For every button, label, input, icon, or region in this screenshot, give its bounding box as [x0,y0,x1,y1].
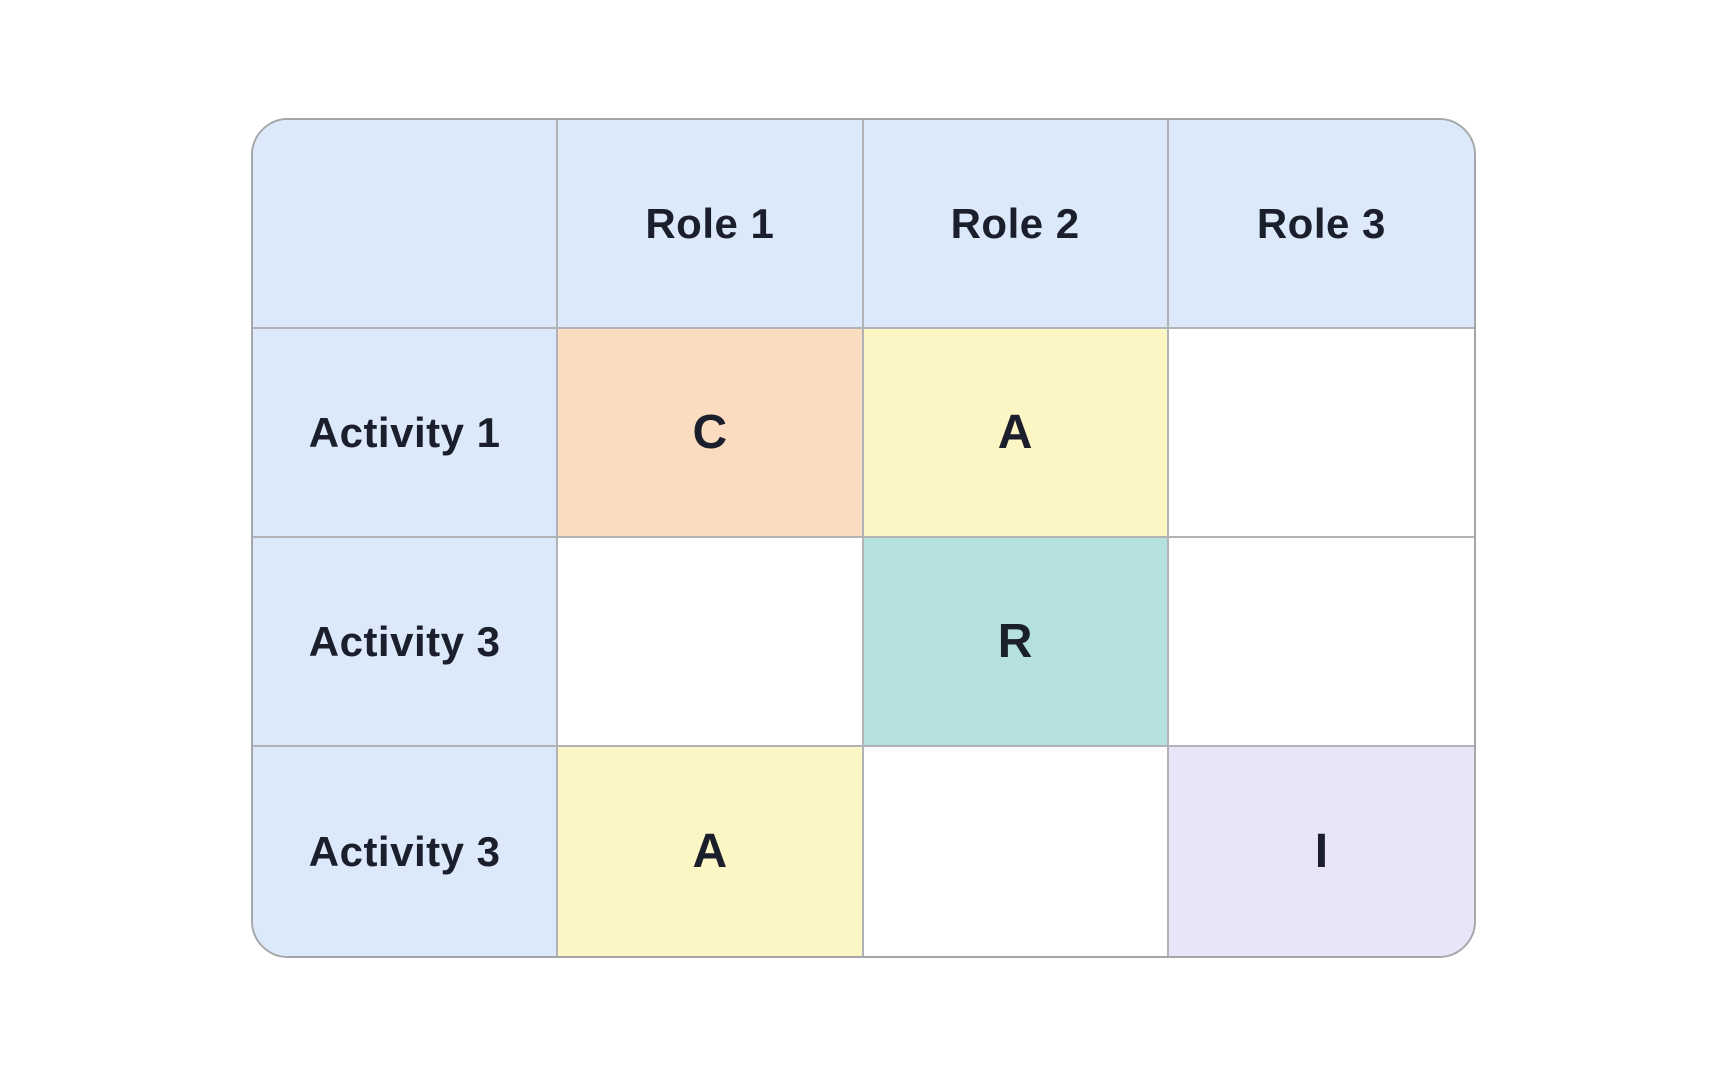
matrix-cell-r3c3: I [1168,747,1474,956]
matrix-cell-r3c2 [863,747,1169,956]
column-header-role-3: Role 3 [1168,120,1474,329]
matrix-cell-r2c2: R [863,538,1169,747]
matrix-cell-r1c2: A [863,329,1169,538]
column-header-role-2: Role 2 [863,120,1169,329]
matrix-cell-r3c1: A [558,747,864,956]
corner-cell [253,120,559,329]
row-label-activity-3a: Activity 3 [253,538,559,747]
row-label-activity-3b: Activity 3 [253,747,559,956]
matrix-cell-r1c1: C [558,329,864,538]
matrix-cell-r2c1 [558,538,864,747]
row-label-activity-1: Activity 1 [253,329,559,538]
raci-matrix-table: Role 1 Role 2 Role 3 Activity 1 C A Acti… [251,118,1476,958]
column-header-role-1: Role 1 [558,120,864,329]
matrix-cell-r1c3 [1168,329,1474,538]
matrix-cell-r2c3 [1168,538,1474,747]
